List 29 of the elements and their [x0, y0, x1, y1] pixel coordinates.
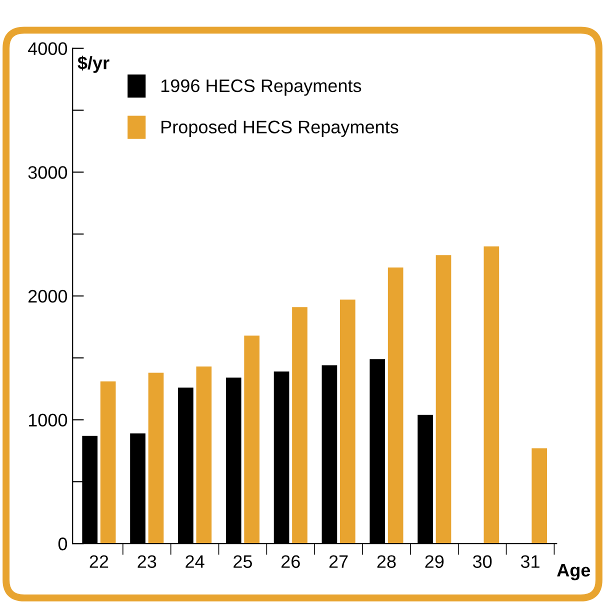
y-axis-title: $/yr [78, 56, 110, 73]
x-tick-label: 31 [520, 555, 540, 568]
x-axis-title: Age [557, 564, 590, 580]
bar [340, 300, 356, 544]
legend-label: Proposed HECS Repayments [162, 120, 398, 137]
x-tick-label: 22 [90, 555, 108, 568]
x-tick-label: 27 [329, 555, 348, 568]
bar [532, 448, 548, 544]
bar [100, 381, 116, 544]
bar [292, 307, 308, 544]
bar [196, 366, 212, 544]
bar [148, 372, 164, 544]
bar [436, 255, 452, 544]
y-tick-label: 1000 [28, 414, 68, 426]
bar [244, 336, 260, 544]
bar [484, 246, 500, 544]
x-tick-label: 26 [282, 555, 300, 568]
x-tick-label: 30 [472, 555, 492, 568]
legend-label: 1996 HECS Repayments [161, 79, 362, 96]
x-tick-label: 25 [234, 555, 252, 568]
y-tick-label: 2000 [28, 290, 68, 303]
x-tick-label: 28 [377, 555, 396, 568]
y-tick-label: 0 [58, 538, 68, 550]
bar [388, 267, 404, 544]
x-tick-label: 24 [186, 555, 204, 568]
y-tick-label: 3000 [28, 166, 68, 179]
y-tick-label: 4000 [28, 42, 68, 56]
x-tick-label: 23 [138, 555, 156, 568]
x-tick-label: 29 [425, 555, 444, 568]
